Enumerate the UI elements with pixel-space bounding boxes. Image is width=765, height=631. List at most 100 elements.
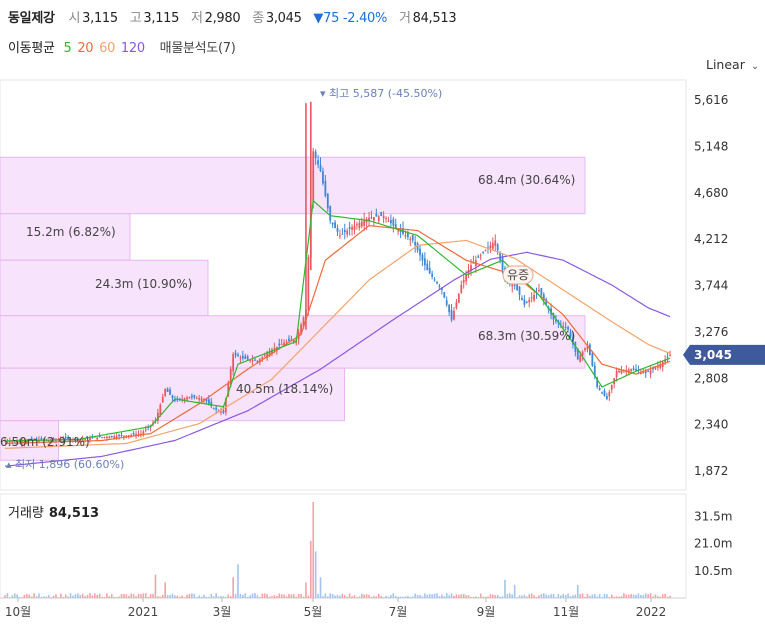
x-tick-label: 10월 [5, 605, 31, 619]
candle-body [414, 241, 417, 246]
high-price-marker: ▾ 최고 5,587 (-45.50%) [320, 87, 442, 100]
volume-bar [428, 594, 431, 598]
volume-bar [64, 594, 67, 598]
candlestick [64, 433, 67, 442]
y-tick-label: 5,148 [694, 140, 728, 154]
volume-bar [494, 595, 497, 598]
candle-body [173, 399, 176, 401]
volume-bar [353, 595, 356, 598]
volume-bar [181, 595, 183, 598]
candlestick [195, 396, 198, 400]
volume-profile-legend[interactable]: 매물분석도(7) [159, 41, 236, 56]
volume-bar [186, 594, 188, 598]
volume-profile-block [0, 315, 586, 369]
candlestick [598, 385, 601, 391]
candle-body [314, 151, 317, 158]
candlestick [108, 435, 111, 439]
volume-bar [33, 593, 35, 598]
candlestick [346, 228, 349, 238]
volume-bar [249, 595, 251, 598]
candle-body [123, 435, 125, 437]
candle-body [278, 343, 281, 346]
volume-bar [183, 597, 186, 598]
scale-dropdown[interactable]: Linear ⌄ [706, 57, 759, 72]
volume-bar [45, 596, 48, 598]
candle-body [52, 438, 55, 440]
volume-bar [18, 596, 21, 598]
volume-bar [200, 596, 203, 598]
volume-bar [217, 596, 220, 598]
candle-body [244, 356, 247, 359]
volume-bar [377, 593, 380, 598]
candle-body [482, 251, 485, 253]
candlestick [319, 157, 322, 173]
candle-body [319, 164, 322, 172]
candlestick [188, 396, 191, 399]
candlestick [285, 339, 288, 344]
volume-bar [246, 596, 249, 598]
y-tick-label: 3,744 [694, 279, 728, 293]
candle-body [113, 436, 116, 439]
candlestick [572, 331, 574, 349]
volume-bar [661, 594, 664, 598]
volume-bar [414, 593, 416, 598]
candle-body [96, 437, 99, 440]
candlestick [460, 280, 463, 294]
candle-body [351, 227, 353, 230]
volume-bar [472, 596, 475, 598]
moving-average-legend[interactable]: 이동평균 5 20 60 120 매물분석도(7) [8, 37, 241, 56]
candle-body [470, 265, 472, 271]
volume-bar [630, 594, 632, 598]
candle-body [615, 371, 618, 378]
y-tick-label: 4,680 [694, 186, 728, 200]
volume-bars-group [4, 502, 671, 598]
volume-bar [380, 596, 382, 598]
volume-bar [110, 594, 113, 598]
candlestick [462, 275, 465, 289]
candlestick [649, 365, 652, 379]
volume-bar [407, 595, 409, 598]
volume-bar [324, 593, 327, 598]
volume-bar [276, 596, 278, 598]
candlestick [615, 367, 618, 382]
candle-body [669, 354, 671, 356]
volume-bar [399, 596, 402, 598]
candle-body [460, 285, 463, 293]
volume-bar [358, 596, 361, 598]
close-label: 종 [252, 11, 264, 26]
candlestick [193, 394, 196, 400]
candlestick [489, 241, 492, 254]
candlestick [326, 192, 329, 212]
ma-label: 이동평균 [8, 41, 55, 56]
candle-body [525, 301, 528, 303]
candle-body [336, 228, 339, 232]
candlestick [89, 435, 91, 443]
candle-body [389, 220, 392, 224]
volume-bar [317, 593, 319, 598]
volume-profile-block [0, 156, 586, 215]
candle-body [130, 434, 133, 436]
candle-body [501, 257, 504, 271]
candle-body [545, 299, 548, 305]
volume-bar [60, 593, 62, 598]
candle-body [542, 294, 545, 300]
volume-bar [373, 596, 375, 598]
candlestick [324, 174, 327, 198]
volume-bar [448, 595, 450, 598]
volume-bar [135, 596, 137, 598]
candle-body [649, 370, 652, 374]
candlestick [52, 436, 55, 442]
volume-bar [77, 593, 79, 598]
candlestick [484, 249, 487, 252]
volume-bar [144, 593, 147, 598]
volume-bar [251, 593, 254, 598]
volume-bar [343, 595, 346, 598]
candle-body [453, 310, 455, 320]
candle-body [110, 435, 113, 437]
volume-bar [312, 502, 315, 598]
candle-body [394, 224, 397, 229]
candle-body [598, 388, 601, 390]
candlestick [314, 149, 317, 165]
candle-body [232, 354, 235, 372]
